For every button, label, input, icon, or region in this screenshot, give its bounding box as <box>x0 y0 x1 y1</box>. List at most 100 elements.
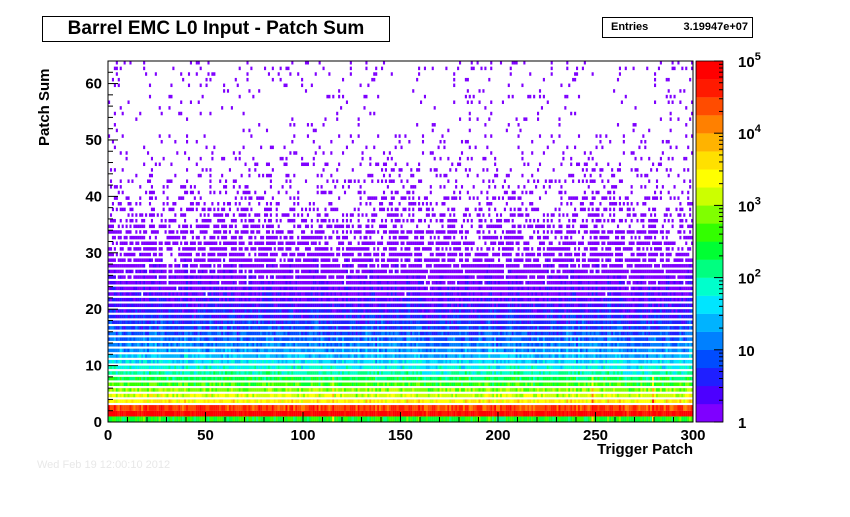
heatmap-cell <box>250 269 253 274</box>
heatmap-cell <box>199 416 202 423</box>
heatmap-cell <box>299 371 302 375</box>
heatmap-cell <box>121 410 124 417</box>
heatmap-cell <box>160 359 163 364</box>
heatmap-cell <box>141 331 144 336</box>
heatmap-cell <box>174 382 177 387</box>
heatmap-cell <box>281 331 284 336</box>
heatmap-cell <box>180 365 183 370</box>
heatmap-cell <box>199 280 202 285</box>
heatmap-cell <box>135 405 138 411</box>
heatmap-cell <box>225 247 228 251</box>
heatmap-cell <box>279 399 282 403</box>
heatmap-cell <box>201 168 204 172</box>
heatmap-cell <box>312 399 315 403</box>
heatmap-cell <box>156 264 159 268</box>
heatmap-cell <box>187 252 191 257</box>
heatmap-cell <box>215 303 218 308</box>
heatmap-cell <box>187 393 191 398</box>
heatmap-cell <box>170 235 173 240</box>
heatmap-cell <box>189 207 192 212</box>
heatmap-cell <box>338 382 341 387</box>
heatmap-cell <box>162 275 165 279</box>
heatmap-cell <box>297 337 300 341</box>
heatmap-cell <box>178 269 181 274</box>
heatmap-cell <box>143 303 146 308</box>
heatmap-cell <box>342 247 345 251</box>
heatmap-cell <box>310 218 313 223</box>
heatmap-cell <box>158 393 161 398</box>
heatmap-cell <box>236 365 239 370</box>
heatmap-cell <box>156 314 159 319</box>
heatmap-cell <box>184 258 187 262</box>
heatmap-cell <box>275 292 278 296</box>
heatmap-cell <box>256 343 259 347</box>
heatmap-cell <box>326 162 329 167</box>
heatmap-cell <box>176 399 179 403</box>
heatmap-cell <box>205 77 208 82</box>
heatmap-cell <box>316 359 319 364</box>
heatmap-cell <box>168 264 171 268</box>
heatmap-cell <box>180 185 183 189</box>
heatmap-cell <box>363 331 366 336</box>
heatmap-cell <box>186 343 189 347</box>
heatmap-cell <box>209 190 212 195</box>
heatmap-cell <box>273 382 276 387</box>
heatmap-cell <box>121 190 124 195</box>
heatmap-cell <box>137 286 140 291</box>
heatmap-cell <box>228 264 231 268</box>
heatmap-cell <box>336 247 339 251</box>
heatmap-cell <box>176 235 179 240</box>
heatmap-cell <box>199 331 202 336</box>
heatmap-cell <box>236 393 239 398</box>
heatmap-cell <box>324 117 327 121</box>
heatmap-cell <box>219 297 222 302</box>
heatmap-cell <box>281 382 284 387</box>
heatmap-cell <box>187 309 191 313</box>
heatmap-cell <box>131 309 134 313</box>
heatmap-cell <box>115 66 118 71</box>
heatmap-cell <box>238 202 241 206</box>
heatmap-cell <box>154 354 157 358</box>
heatmap-cell <box>242 388 245 392</box>
heatmap-cell <box>115 252 118 257</box>
heatmap-cell <box>131 213 134 217</box>
heatmap-cell <box>349 61 352 65</box>
heatmap-cell <box>193 388 196 392</box>
heatmap-cell <box>254 416 257 423</box>
heatmap-cell <box>172 348 175 353</box>
heatmap-cell <box>275 218 278 223</box>
heatmap-cell <box>306 348 309 353</box>
heatmap-cell <box>320 371 323 375</box>
heatmap-cell <box>269 207 272 212</box>
heatmap-cell <box>148 235 152 240</box>
heatmap-cell <box>318 275 321 279</box>
heatmap-cell <box>365 280 368 285</box>
heatmap-cell <box>326 264 329 268</box>
heatmap-cell <box>160 348 163 353</box>
heatmap-cell <box>156 269 159 274</box>
heatmap-cell <box>357 230 360 234</box>
heatmap-cell <box>330 207 333 212</box>
heatmap-cell <box>139 264 142 268</box>
heatmap-cell <box>230 106 233 110</box>
heatmap-cell <box>285 393 288 398</box>
heatmap-cell <box>318 376 321 381</box>
heatmap-cell <box>301 207 304 212</box>
heatmap-cell <box>371 393 374 398</box>
heatmap-cell <box>265 359 269 364</box>
heatmap-cell <box>275 393 278 398</box>
heatmap-cell <box>295 320 298 324</box>
heatmap-cell <box>308 275 311 279</box>
heatmap-cell <box>306 275 309 279</box>
heatmap-cell <box>156 258 159 262</box>
heatmap-cell <box>137 241 140 245</box>
heatmap-cell <box>168 280 171 285</box>
heatmap-cell <box>139 111 142 116</box>
heatmap-cell <box>246 320 249 324</box>
heatmap-cell <box>108 376 111 381</box>
heatmap-cell <box>244 224 247 229</box>
heatmap-cell <box>219 303 222 308</box>
heatmap-cell <box>115 371 118 375</box>
heatmap-cell <box>127 264 130 268</box>
heatmap-cell <box>279 410 282 417</box>
